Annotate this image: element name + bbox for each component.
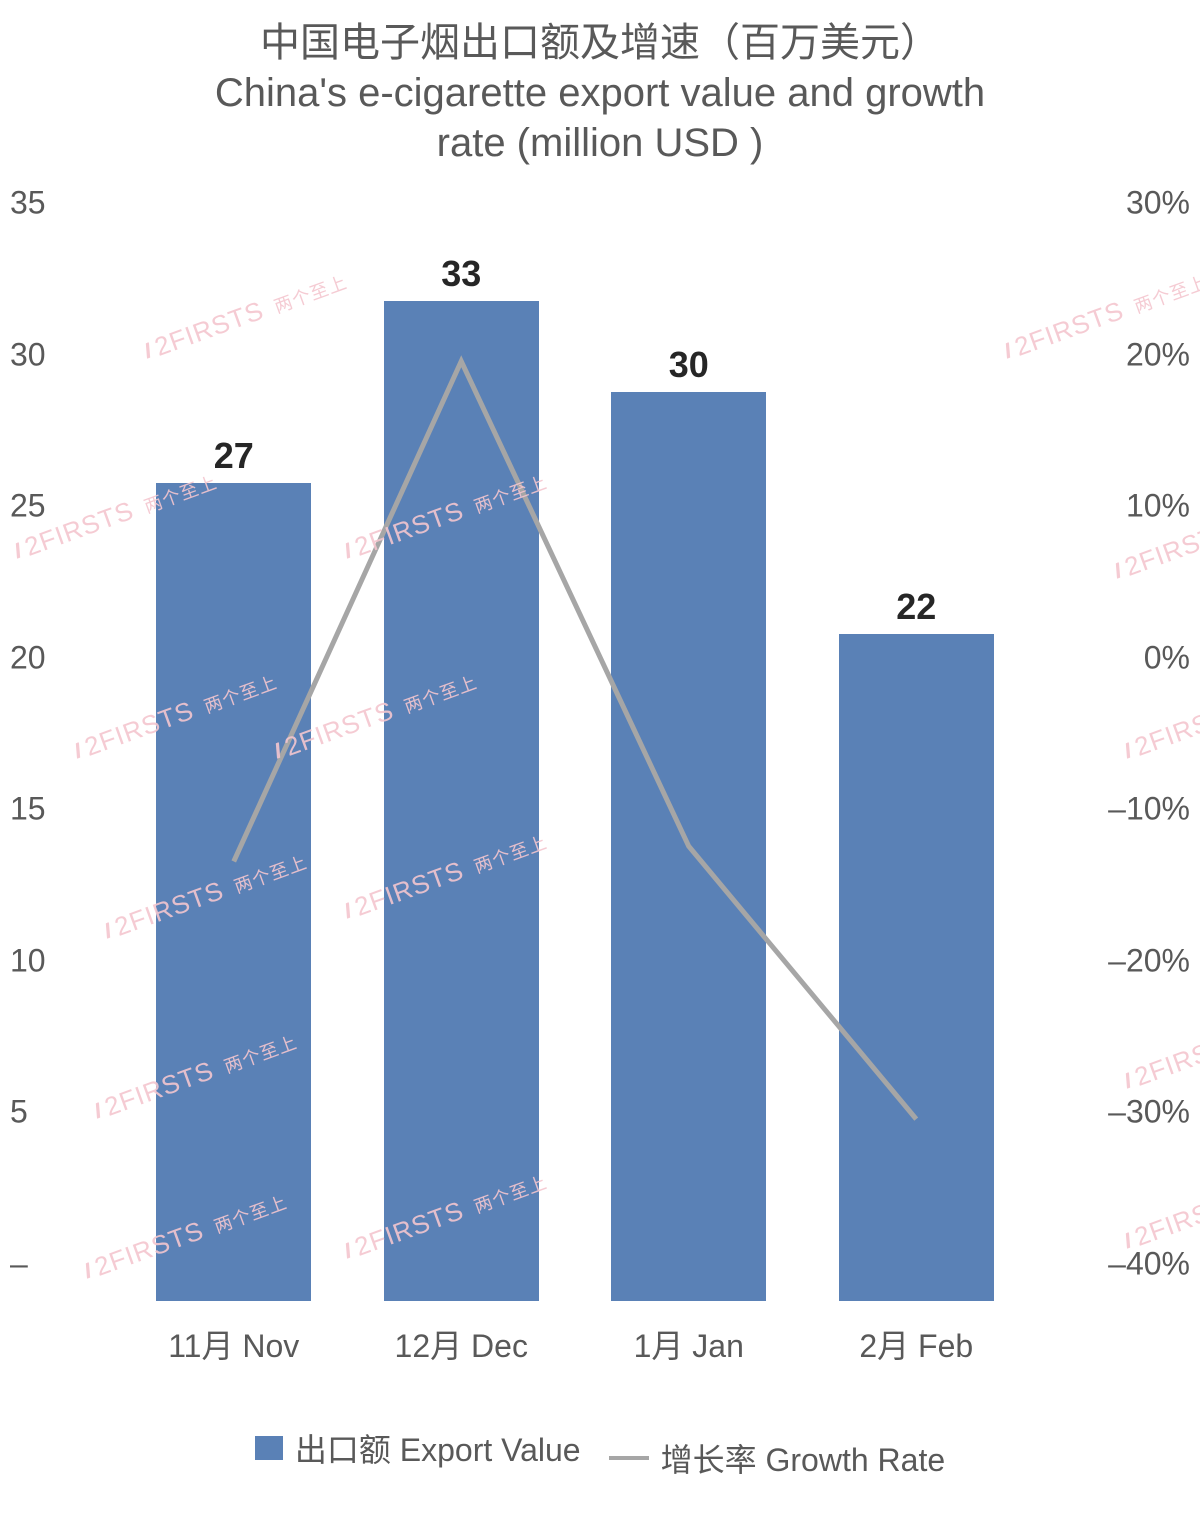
y-right-tick: –40% — [1080, 1246, 1190, 1283]
y-left-tick: 15 — [10, 791, 120, 828]
y-left-tick: 25 — [10, 488, 120, 525]
legend-label: 出口额 Export Value — [295, 1425, 581, 1471]
x-axis: 11月 Nov12月 Dec1月 Jan2月 Feb — [120, 1311, 1030, 1361]
y-left-tick: – — [10, 1246, 120, 1283]
chart-title: 中国电子烟出口额及增速（百万美元） China's e-cigarette ex… — [0, 0, 1200, 168]
legend-item: 出口额 Export Value — [255, 1425, 581, 1471]
plot-area: 27333022 — [120, 240, 1030, 1301]
y-left-tick: 5 — [10, 1094, 120, 1131]
y-right-tick: 0% — [1080, 639, 1190, 676]
y-right-tick: 30% — [1080, 185, 1190, 222]
legend-item: 增长率 Growth Rate — [609, 1435, 946, 1481]
y-left-tick: 35 — [10, 185, 120, 222]
y-right-tick: 10% — [1080, 488, 1190, 525]
x-tick: 1月 Jan — [634, 1321, 744, 1367]
growth-line — [120, 240, 1030, 1301]
x-tick: 12月 Dec — [395, 1321, 528, 1367]
legend-swatch-icon — [255, 1436, 283, 1460]
title-line-1: 中国电子烟出口额及增速（百万美元） — [0, 18, 1200, 68]
y-axis-right: –40%–30%–20%–10%0%10%20%30% — [1080, 240, 1190, 1301]
legend-line-icon — [609, 1456, 649, 1460]
y-right-tick: –20% — [1080, 942, 1190, 979]
title-line-3: rate (million USD ) — [0, 118, 1200, 168]
y-right-tick: –30% — [1080, 1094, 1190, 1131]
x-tick: 11月 Nov — [168, 1321, 299, 1367]
y-axis-left: –5101520253035 — [10, 240, 120, 1301]
title-line-2: China's e-cigarette export value and gro… — [0, 68, 1200, 118]
y-left-tick: 10 — [10, 942, 120, 979]
x-tick: 2月 Feb — [859, 1321, 973, 1367]
legend-label: 增长率 Growth Rate — [661, 1435, 946, 1481]
legend: 出口额 Export Value 增长率 Growth Rate — [0, 1425, 1200, 1481]
y-right-tick: –10% — [1080, 791, 1190, 828]
chart-container: –5101520253035 –40%–30%–20%–10%0%10%20%3… — [60, 220, 1140, 1361]
y-left-tick: 30 — [10, 336, 120, 373]
y-right-tick: 20% — [1080, 336, 1190, 373]
y-left-tick: 20 — [10, 639, 120, 676]
